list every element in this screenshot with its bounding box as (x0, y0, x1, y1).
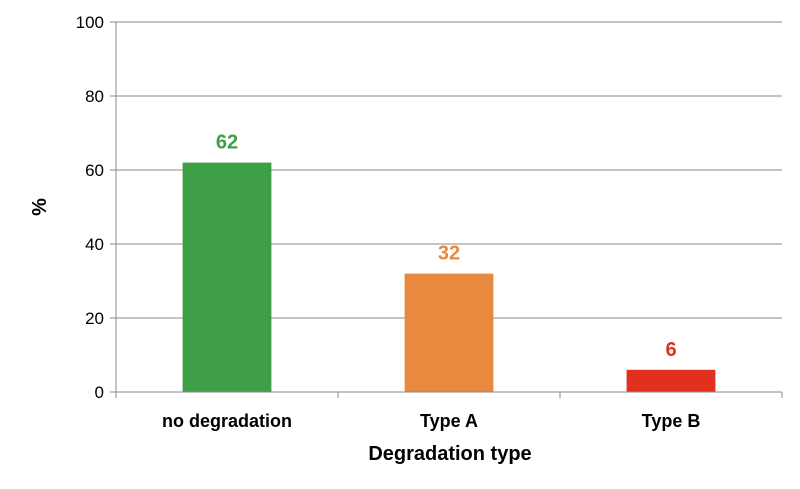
bars (182, 162, 716, 392)
y-tick-label: 100 (76, 13, 104, 32)
y-tick-label: 20 (85, 309, 104, 328)
data-labels: 62 32 6 (216, 132, 677, 361)
y-axis-title: % (29, 198, 51, 216)
data-label: 6 (665, 339, 676, 361)
bar-type-a (404, 273, 494, 392)
y-tick-label: 40 (85, 235, 104, 254)
x-axis-title: Degradation type (368, 443, 531, 465)
axes (110, 21, 783, 398)
y-tick-label: 80 (85, 87, 104, 106)
x-category-labels: no degradation Type A Type B (162, 411, 700, 431)
x-category-label: no degradation (162, 411, 292, 431)
y-tick-labels: 0 20 40 60 80 100 (76, 13, 104, 402)
bar-type-b (626, 369, 716, 392)
data-label: 32 (438, 243, 460, 265)
x-category-label: Type A (420, 411, 478, 431)
y-tick-label: 60 (85, 161, 104, 180)
data-label: 62 (216, 132, 238, 154)
bar-no-degradation (182, 162, 272, 392)
y-tick-label: 0 (95, 383, 104, 402)
x-category-label: Type B (642, 411, 701, 431)
